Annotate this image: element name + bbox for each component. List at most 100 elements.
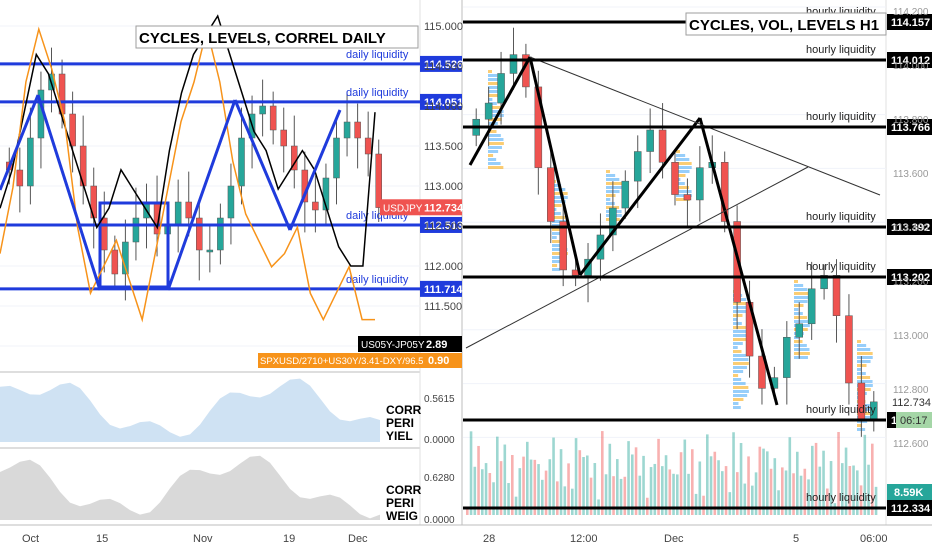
cycle-line bbox=[233, 99, 292, 231]
volume-bar bbox=[627, 441, 630, 515]
volume-bar bbox=[484, 463, 488, 515]
profile-bar bbox=[552, 256, 566, 259]
profile-bar bbox=[733, 370, 744, 373]
profile-bar bbox=[552, 228, 566, 231]
volume-bar bbox=[724, 466, 728, 515]
volume-bar bbox=[807, 479, 810, 515]
level-badge-value: 114.157 bbox=[891, 17, 930, 29]
profile-bar bbox=[488, 102, 497, 105]
profile-bar bbox=[676, 162, 692, 165]
profile-bar bbox=[857, 340, 861, 343]
profile-bar bbox=[733, 402, 739, 405]
volume-bar bbox=[492, 482, 495, 515]
right-trend-lines bbox=[465, 56, 881, 406]
volume-bar bbox=[762, 448, 765, 515]
volume-bar bbox=[466, 507, 469, 515]
volume-bar bbox=[552, 437, 555, 515]
countdown-value: 06:17 bbox=[900, 415, 928, 427]
candle-body bbox=[609, 207, 617, 236]
volume-bar bbox=[728, 492, 732, 515]
level-label: hourly liquidity bbox=[806, 211, 876, 223]
time-axis-label: 19 bbox=[283, 533, 295, 545]
volume-bar bbox=[694, 493, 698, 515]
last-price-value: 112.734 bbox=[892, 397, 931, 409]
volume-bar bbox=[571, 488, 574, 515]
time-axis: Oct 15 Nov 19 Dec 28 12:00 Dec 5 06:00 bbox=[22, 533, 888, 545]
candle-body bbox=[559, 221, 567, 271]
profile-bar bbox=[488, 134, 501, 137]
profile-bar bbox=[794, 352, 810, 355]
level-badge-value: 112.334 bbox=[891, 503, 931, 515]
profile-bar bbox=[733, 338, 747, 341]
candle-body bbox=[832, 275, 841, 316]
volume-bar bbox=[488, 473, 492, 515]
profile-bar bbox=[794, 292, 810, 295]
profile-bar bbox=[733, 398, 744, 401]
candle-body bbox=[845, 315, 853, 384]
profile-bar bbox=[794, 356, 808, 359]
profile-bar bbox=[488, 166, 504, 169]
profile-bar bbox=[552, 264, 558, 267]
volume-bar bbox=[871, 443, 874, 515]
candle-body bbox=[683, 194, 692, 201]
price-tick-label: 113.000 bbox=[424, 181, 463, 193]
volume-bar bbox=[856, 470, 859, 515]
candle-body bbox=[132, 217, 140, 243]
volume-bar bbox=[563, 486, 567, 515]
volume-bar bbox=[646, 497, 649, 515]
correlation-label-2: PERI bbox=[386, 496, 414, 510]
candle-body bbox=[206, 249, 214, 253]
profile-bar bbox=[552, 216, 566, 219]
profile-bar bbox=[552, 184, 562, 187]
profile-bar bbox=[794, 284, 804, 287]
level-label: daily liquidity bbox=[346, 274, 409, 286]
volume-bar bbox=[574, 438, 578, 515]
volume-bar bbox=[518, 468, 522, 515]
profile-bar bbox=[794, 344, 807, 347]
volume-bar bbox=[578, 450, 582, 515]
right-price-scale: 114.200 114.000 113.800 113.600 113.400 113.2… bbox=[893, 7, 929, 450]
profile-bar bbox=[552, 188, 566, 191]
usdjpy-badge-label: USDJPY bbox=[383, 203, 423, 214]
candle-body bbox=[646, 129, 654, 152]
volume-bar bbox=[556, 481, 559, 515]
volume-bar bbox=[777, 490, 780, 515]
profile-bar bbox=[733, 358, 749, 361]
price-tick-label: 113.200 bbox=[893, 277, 929, 288]
volume-bar bbox=[634, 447, 638, 515]
candle-body bbox=[497, 73, 505, 104]
volume-bar bbox=[826, 488, 829, 515]
corr-tick: 0.0000 bbox=[424, 435, 455, 446]
candle-body bbox=[343, 121, 351, 139]
volume-bar bbox=[736, 472, 739, 515]
profile-bar bbox=[857, 344, 867, 347]
volume-bar bbox=[863, 434, 867, 515]
profile-bar bbox=[857, 368, 862, 371]
candle-body bbox=[69, 113, 76, 147]
volume-bar bbox=[522, 456, 525, 515]
profile-bar bbox=[606, 178, 620, 181]
profile-bar bbox=[733, 362, 749, 365]
right-title-box bbox=[685, 12, 887, 36]
correlation-label-2: CORR bbox=[386, 483, 422, 497]
profile-bar bbox=[552, 240, 561, 243]
profile-bar bbox=[733, 334, 749, 337]
level-badge bbox=[887, 52, 932, 68]
profile-bar bbox=[733, 394, 748, 397]
profile-bar bbox=[733, 310, 747, 313]
profile-bar bbox=[794, 320, 810, 323]
volume-bar bbox=[612, 476, 615, 515]
time-axis-label: Dec bbox=[664, 533, 684, 545]
profile-bar bbox=[676, 174, 686, 177]
volume-bar bbox=[784, 470, 788, 515]
volume-bar bbox=[687, 473, 690, 515]
volume-bar bbox=[544, 470, 548, 515]
spread-badge-value: 2.89 bbox=[426, 339, 447, 351]
cycle-line bbox=[528, 56, 582, 276]
volume-bar bbox=[859, 485, 863, 515]
volume-bar bbox=[796, 451, 799, 515]
spx-ratio-line bbox=[0, 26, 375, 323]
volume-bar bbox=[473, 466, 477, 515]
profile-bar bbox=[488, 158, 497, 161]
profile-bar bbox=[488, 82, 504, 85]
